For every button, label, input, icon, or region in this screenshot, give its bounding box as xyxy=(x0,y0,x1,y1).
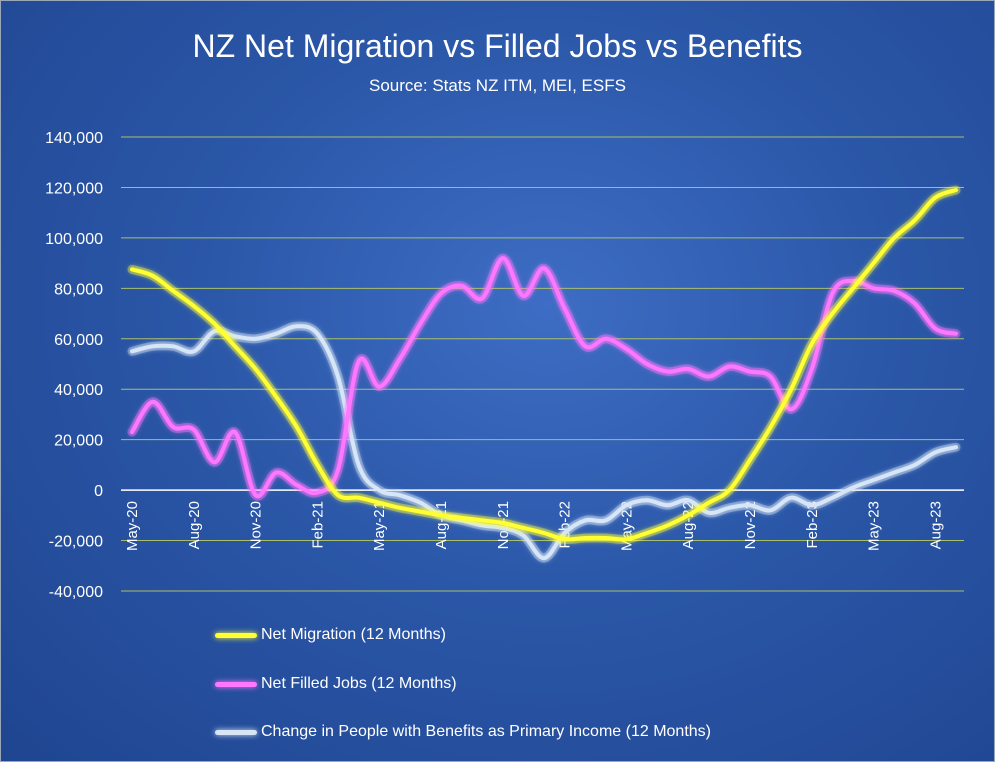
chart-subtitle: Source: Stats NZ ITM, MEI, ESFS xyxy=(369,76,626,95)
legend-swatch-net-filled-jobs xyxy=(215,681,257,687)
y-tick-label: 0 xyxy=(94,483,103,500)
series-lines xyxy=(127,185,961,563)
legend-item-benefits: Change in People with Benefits as Primar… xyxy=(215,720,711,744)
y-tick-label: 140,000 xyxy=(45,130,103,147)
y-tick-label: 80,000 xyxy=(54,281,103,298)
y-tick-label: 20,000 xyxy=(54,433,103,450)
series-line-net-migration xyxy=(130,188,958,542)
x-tick-label: Feb-23 xyxy=(804,501,821,549)
legend-label-net-filled-jobs: Net Filled Jobs (12 Months) xyxy=(261,675,457,692)
y-tick-label: -20,000 xyxy=(49,534,103,551)
x-tick-label: May-20 xyxy=(124,501,141,551)
series-line-net-filled-jobs xyxy=(130,256,958,499)
legend-item-net-filled-jobs: Net Filled Jobs (12 Months) xyxy=(215,672,457,696)
legend-label-benefits: Change in People with Benefits as Primar… xyxy=(261,723,711,740)
x-tick-label: Feb-21 xyxy=(309,501,326,549)
y-tick-label: 100,000 xyxy=(45,231,103,248)
y-tick-label: 120,000 xyxy=(45,180,103,197)
y-tick-label: -40,000 xyxy=(49,584,103,601)
x-tick-label: Nov-21 xyxy=(495,501,512,549)
x-tick-label: Nov-20 xyxy=(248,501,265,549)
legend-swatch-benefits xyxy=(215,729,257,735)
x-tick-label: Aug-20 xyxy=(186,501,203,549)
chart-title: NZ Net Migration vs Filled Jobs vs Benef… xyxy=(192,28,803,64)
x-tick-label: Aug-23 xyxy=(927,501,944,549)
legend-item-net-migration: Net Migration (12 Months) xyxy=(215,623,446,647)
x-tick-label: May-23 xyxy=(866,501,883,551)
x-tick-label: May-21 xyxy=(371,501,388,551)
y-axis-tick-labels: -40,000 -20,000 0 20,000 40,000 60,000 80,000 1… xyxy=(45,130,103,601)
y-tick-label: 60,000 xyxy=(54,332,103,349)
legend-swatch-net-migration xyxy=(215,632,257,638)
y-tick-label: 40,000 xyxy=(54,382,103,399)
x-tick-label: Nov-22 xyxy=(742,501,759,549)
legend-label-net-migration: Net Migration (12 Months) xyxy=(261,626,446,643)
series-line-benefits xyxy=(130,324,958,561)
